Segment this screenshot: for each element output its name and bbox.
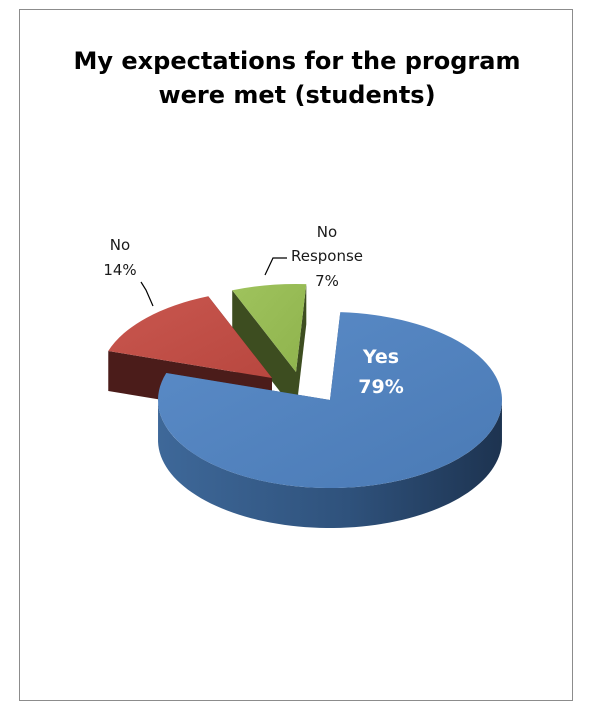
pie-slice-no-response xyxy=(232,284,307,412)
chart-title: My expectations for the program were met… xyxy=(73,47,521,109)
data-label-yes-value: 79% xyxy=(358,376,403,398)
leader-line-no xyxy=(140,281,154,307)
data-label-no-name: No xyxy=(110,236,130,254)
data-label-no-value: 14% xyxy=(103,261,136,279)
slice-cut-face xyxy=(232,290,296,412)
slice-side-wall xyxy=(158,401,502,528)
slice-cut-face xyxy=(296,284,307,412)
data-label-no-response-value: 7% xyxy=(315,272,339,290)
pie-slice-yes xyxy=(158,312,502,528)
data-label-no-response-name-line2: Response xyxy=(291,247,363,265)
slice-top xyxy=(108,296,272,378)
slice-top xyxy=(158,312,502,488)
data-label-yes-name: Yes xyxy=(362,346,399,368)
labels-layer: Yes 79% No 14% No Response 7% xyxy=(103,223,403,398)
leader-line-no-response xyxy=(264,257,287,276)
slices-layer xyxy=(108,284,502,528)
data-label-no-response-name-line1: No xyxy=(317,223,337,241)
slice-top xyxy=(232,284,307,372)
